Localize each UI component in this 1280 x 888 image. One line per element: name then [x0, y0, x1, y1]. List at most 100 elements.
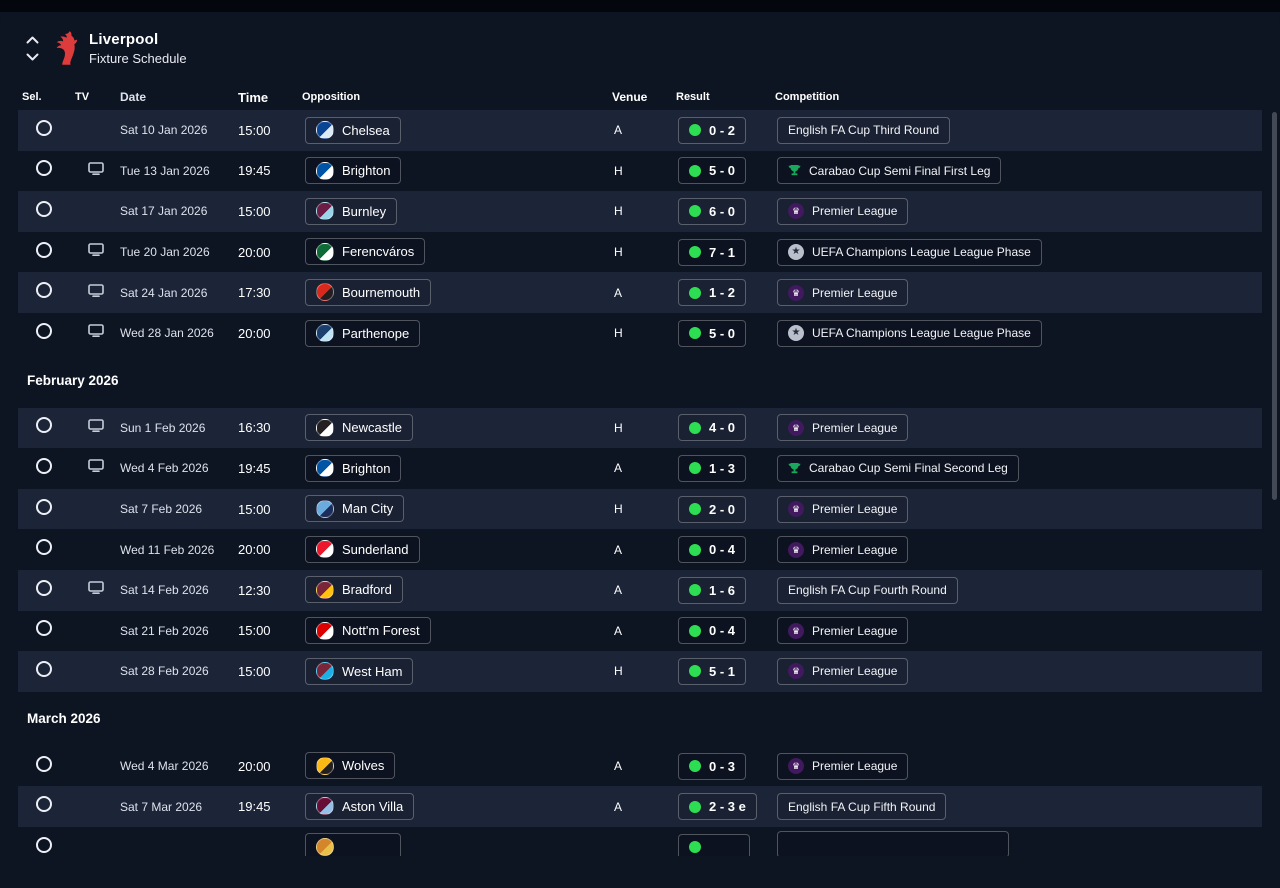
select-radio[interactable]	[36, 322, 52, 339]
fixture-row[interactable]: Sat 21 Feb 2026 15:00 Nott'm Forest A 0 - 4 ♛…	[18, 611, 1262, 652]
competition-link[interactable]: ★ UEFA Champions League League Phase	[777, 238, 1042, 266]
result-badge[interactable]: 5 - 0	[678, 319, 747, 347]
fixture-row[interactable]: Sat 10 Jan 2026 15:00 Chelsea A 0 - 2 English…	[18, 110, 1262, 151]
select-radio[interactable]	[36, 620, 52, 637]
result-badge[interactable]: 1 - 2	[678, 279, 747, 307]
result-badge[interactable]: 1 - 6	[678, 576, 747, 604]
page-subtitle: Fixture Schedule	[89, 50, 187, 66]
fixture-row[interactable]: Sat 17 Jan 2026 15:00 Burnley H 6 - 0 ♛ Premie…	[18, 191, 1262, 232]
tv-icon	[88, 419, 104, 432]
result-badge[interactable]: 5 - 1	[678, 657, 747, 685]
competition-link[interactable]: English FA Cup Fourth Round	[777, 576, 958, 604]
opponent-link[interactable]: Chelsea	[305, 116, 401, 144]
opponent-link[interactable]: Ferencváros	[305, 238, 426, 266]
competition-link[interactable]: Carabao Cup Semi Final First Leg	[777, 157, 1002, 185]
select-radio[interactable]	[36, 539, 52, 556]
opponent-link[interactable]: West Ham	[305, 657, 414, 685]
competition-link[interactable]: ♛ Premier League	[777, 752, 909, 780]
result-badge[interactable]: 2 - 3 e	[678, 793, 757, 821]
fixture-row[interactable]: Wed 11 Feb 2026 20:00 Sunderland A 0 - 4 ♛ Pre…	[18, 529, 1262, 570]
scrollbar-thumb[interactable]	[1272, 112, 1277, 500]
opponent-link[interactable]: Burnley	[305, 197, 398, 225]
competition-link[interactable]: English FA Cup Fifth Round	[777, 793, 947, 821]
tv-icon	[88, 283, 104, 297]
competition-link[interactable]: ♛ Premier League	[777, 536, 909, 564]
chevron-up-icon[interactable]	[26, 36, 39, 44]
opponent-link[interactable]	[305, 833, 401, 856]
competition-link[interactable]: ♛ Premier League	[777, 657, 909, 685]
result-badge[interactable]: 5 - 0	[678, 157, 747, 185]
fixture-row[interactable]: Wed 4 Feb 2026 19:45 Brighton A 1 - 3 Carabao…	[18, 448, 1262, 489]
opponent-link[interactable]: Newcastle	[305, 414, 413, 442]
competition-link[interactable]: ♛ Premier League	[777, 495, 909, 523]
club-title: Liverpool	[89, 30, 159, 48]
opponent-link[interactable]: Man City	[305, 495, 405, 523]
fixture-row[interactable]: Sat 14 Feb 2026 12:30 Bradford A 1 - 6 Englis…	[18, 569, 1262, 611]
fixture-row[interactable]: Tue 20 Jan 2026 20:00 Ferencváros H 7 - 1 ★ UE…	[18, 232, 1262, 273]
tv-icon	[88, 243, 104, 257]
select-radio[interactable]	[36, 498, 52, 515]
competition-link[interactable]: Carabao Cup Semi Final Second Leg	[777, 454, 1019, 482]
fixture-row[interactable]: Tue 13 Jan 2026 19:45 Brighton H 5 - 0 Caraba…	[18, 151, 1262, 192]
opponent-link[interactable]: Brighton	[305, 454, 402, 482]
fixture-schedule-panel: Liverpool Fixture Schedule Sel. TV Date …	[0, 12, 1280, 888]
opponent-link[interactable]: Nott'm Forest	[305, 617, 431, 645]
chevron-down-icon[interactable]	[26, 53, 39, 61]
fixture-table-body: Sat 10 Jan 2026 15:00 Chelsea A 0 - 2 English…	[18, 110, 1262, 856]
result-win-dot	[689, 543, 701, 556]
opponent-link[interactable]: Bradford	[305, 576, 403, 604]
select-radio[interactable]	[36, 160, 52, 177]
result-badge[interactable]: 0 - 2	[678, 116, 747, 144]
competition-link[interactable]: ♛ Premier League	[777, 414, 909, 442]
result-badge[interactable]: 6 - 0	[678, 197, 747, 225]
competition-link[interactable]: ♛ Premier League	[777, 197, 909, 225]
result-badge[interactable]	[678, 833, 750, 856]
result-badge[interactable]: 0 - 4	[678, 536, 747, 564]
select-radio[interactable]	[36, 119, 52, 136]
result-score: 4 - 0	[709, 420, 736, 436]
fixture-date: Sat 7 Mar 2026	[120, 799, 203, 814]
fixture-row[interactable]	[18, 827, 1262, 856]
result-win-dot	[689, 462, 701, 475]
competition-link[interactable]	[777, 831, 1009, 856]
competition-link[interactable]: ★ UEFA Champions League League Phase	[777, 319, 1042, 347]
select-radio[interactable]	[36, 836, 52, 853]
col-header-tv: TV	[75, 91, 90, 103]
fixture-row[interactable]: Sat 24 Jan 2026 17:30 Bournemouth A 1 - 2 ♛ Pr…	[18, 272, 1262, 313]
result-badge[interactable]: 0 - 4	[678, 617, 747, 645]
select-radio[interactable]	[36, 200, 52, 217]
result-badge[interactable]: 0 - 3	[678, 752, 747, 780]
select-radio[interactable]	[36, 755, 52, 772]
opponent-link[interactable]: Wolves	[305, 752, 396, 780]
opponent-link[interactable]: Sunderland	[305, 535, 420, 563]
select-radio[interactable]	[36, 241, 52, 258]
opponent-link[interactable]: Brighton	[305, 157, 402, 185]
select-radio[interactable]	[36, 282, 52, 299]
select-radio[interactable]	[36, 660, 52, 677]
competition-link[interactable]: English FA Cup Third Round	[777, 116, 951, 144]
competition-link[interactable]: ♛ Premier League	[777, 617, 909, 645]
result-badge[interactable]: 2 - 0	[678, 495, 747, 523]
select-radio[interactable]	[36, 417, 52, 434]
result-score: 5 - 1	[709, 663, 736, 679]
col-header-competition: Competition	[775, 91, 840, 103]
fixture-row[interactable]: Sat 7 Feb 2026 15:00 Man City H 2 - 0 ♛ Premie…	[18, 488, 1262, 530]
select-radio[interactable]	[36, 457, 52, 474]
fixture-row[interactable]: Sat 28 Feb 2026 15:00 West Ham H 5 - 1 ♛ Premi…	[18, 651, 1262, 692]
select-radio[interactable]	[36, 796, 52, 813]
fixture-row[interactable]: Sun 1 Feb 2026 16:30 Newcastle H 4 - 0 ♛ Premi…	[18, 407, 1262, 449]
fixture-time: 16:30	[238, 420, 271, 436]
opponent-link[interactable]: Parthenope	[305, 319, 421, 347]
opponent-link[interactable]: Bournemouth	[305, 278, 432, 306]
result-badge[interactable]: 4 - 0	[678, 414, 747, 442]
result-badge[interactable]: 7 - 1	[678, 238, 747, 266]
opponent-link[interactable]: Aston Villa	[305, 792, 415, 820]
fixture-row[interactable]: Sat 7 Mar 2026 19:45 Aston Villa A 2 - 3 e En…	[18, 786, 1262, 827]
result-badge[interactable]: 1 - 3	[678, 454, 747, 482]
competition-link[interactable]: ♛ Premier League	[777, 279, 909, 307]
select-radio[interactable]	[36, 579, 52, 596]
result-win-dot	[689, 124, 701, 137]
club-badge-icon	[316, 837, 334, 856]
fixture-row[interactable]: Wed 28 Jan 2026 20:00 Parthenope H 5 - 0 ★ UEF…	[18, 313, 1262, 354]
fixture-row[interactable]: Wed 4 Mar 2026 20:00 Wolves A 0 - 3 ♛ Premier …	[18, 746, 1262, 787]
